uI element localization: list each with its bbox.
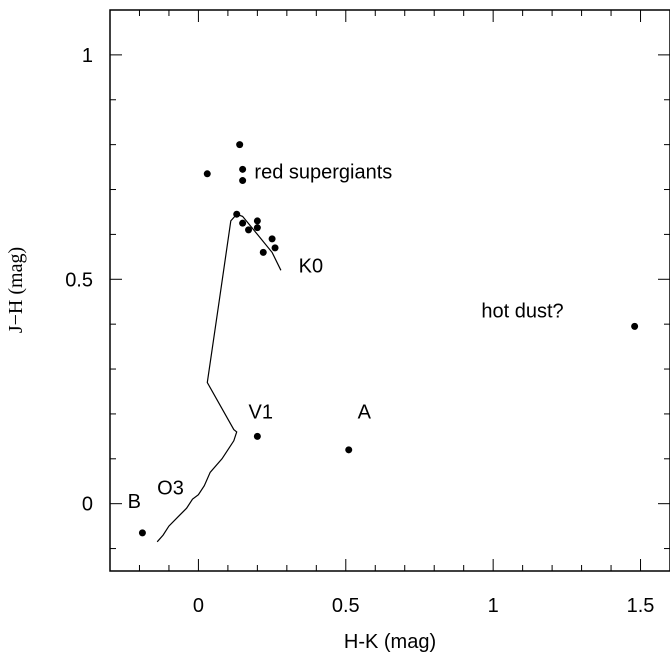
- data-point: [253, 224, 261, 232]
- y-axis-ticks: [110, 9, 670, 550]
- data-point: [245, 226, 253, 234]
- annotation-label: K0: [299, 256, 323, 278]
- data-point: [271, 244, 279, 252]
- data-point: [203, 170, 211, 178]
- x-tick-label: 1.5: [627, 595, 655, 617]
- annotation-label: red supergiants: [254, 161, 392, 183]
- annotation-label: hot dust?: [481, 300, 563, 322]
- data-point: [239, 165, 247, 173]
- annotation-label: B: [128, 491, 141, 513]
- data-point: [239, 177, 247, 185]
- y-tick-label: 0.5: [65, 269, 93, 291]
- y-axis-tick-labels: 00.51: [65, 45, 93, 516]
- annotation-label: V1: [249, 401, 273, 423]
- annotation-label: A: [358, 401, 372, 423]
- data-point: [253, 217, 261, 225]
- y-tick-label: 0: [82, 494, 93, 516]
- data-point: [233, 210, 241, 218]
- data-point: [259, 248, 267, 256]
- x-axis-ticks: [138, 10, 670, 571]
- y-tick-label: 1: [82, 45, 93, 67]
- x-axis-label: H-K (mag): [344, 631, 436, 653]
- x-tick-label: 0.5: [332, 595, 360, 617]
- data-point: [138, 529, 146, 537]
- annotation-label: O3: [157, 478, 184, 500]
- data-point: [236, 141, 244, 149]
- data-points-layer: [138, 141, 639, 537]
- data-point: [253, 432, 261, 440]
- data-point: [268, 235, 276, 243]
- data-point: [239, 219, 247, 227]
- x-tick-label: 1: [488, 595, 499, 617]
- y-axis-label: J−H (mag): [5, 247, 27, 333]
- x-tick-label: 0: [193, 595, 204, 617]
- data-point: [345, 446, 353, 454]
- x-axis-tick-labels: 0 0.5 1 1.5: [193, 595, 655, 617]
- plot-frame: [109, 9, 670, 572]
- data-point: [631, 322, 639, 330]
- annotations-layer: red supergiants K0 hot dust? V1 A B O3: [128, 161, 564, 513]
